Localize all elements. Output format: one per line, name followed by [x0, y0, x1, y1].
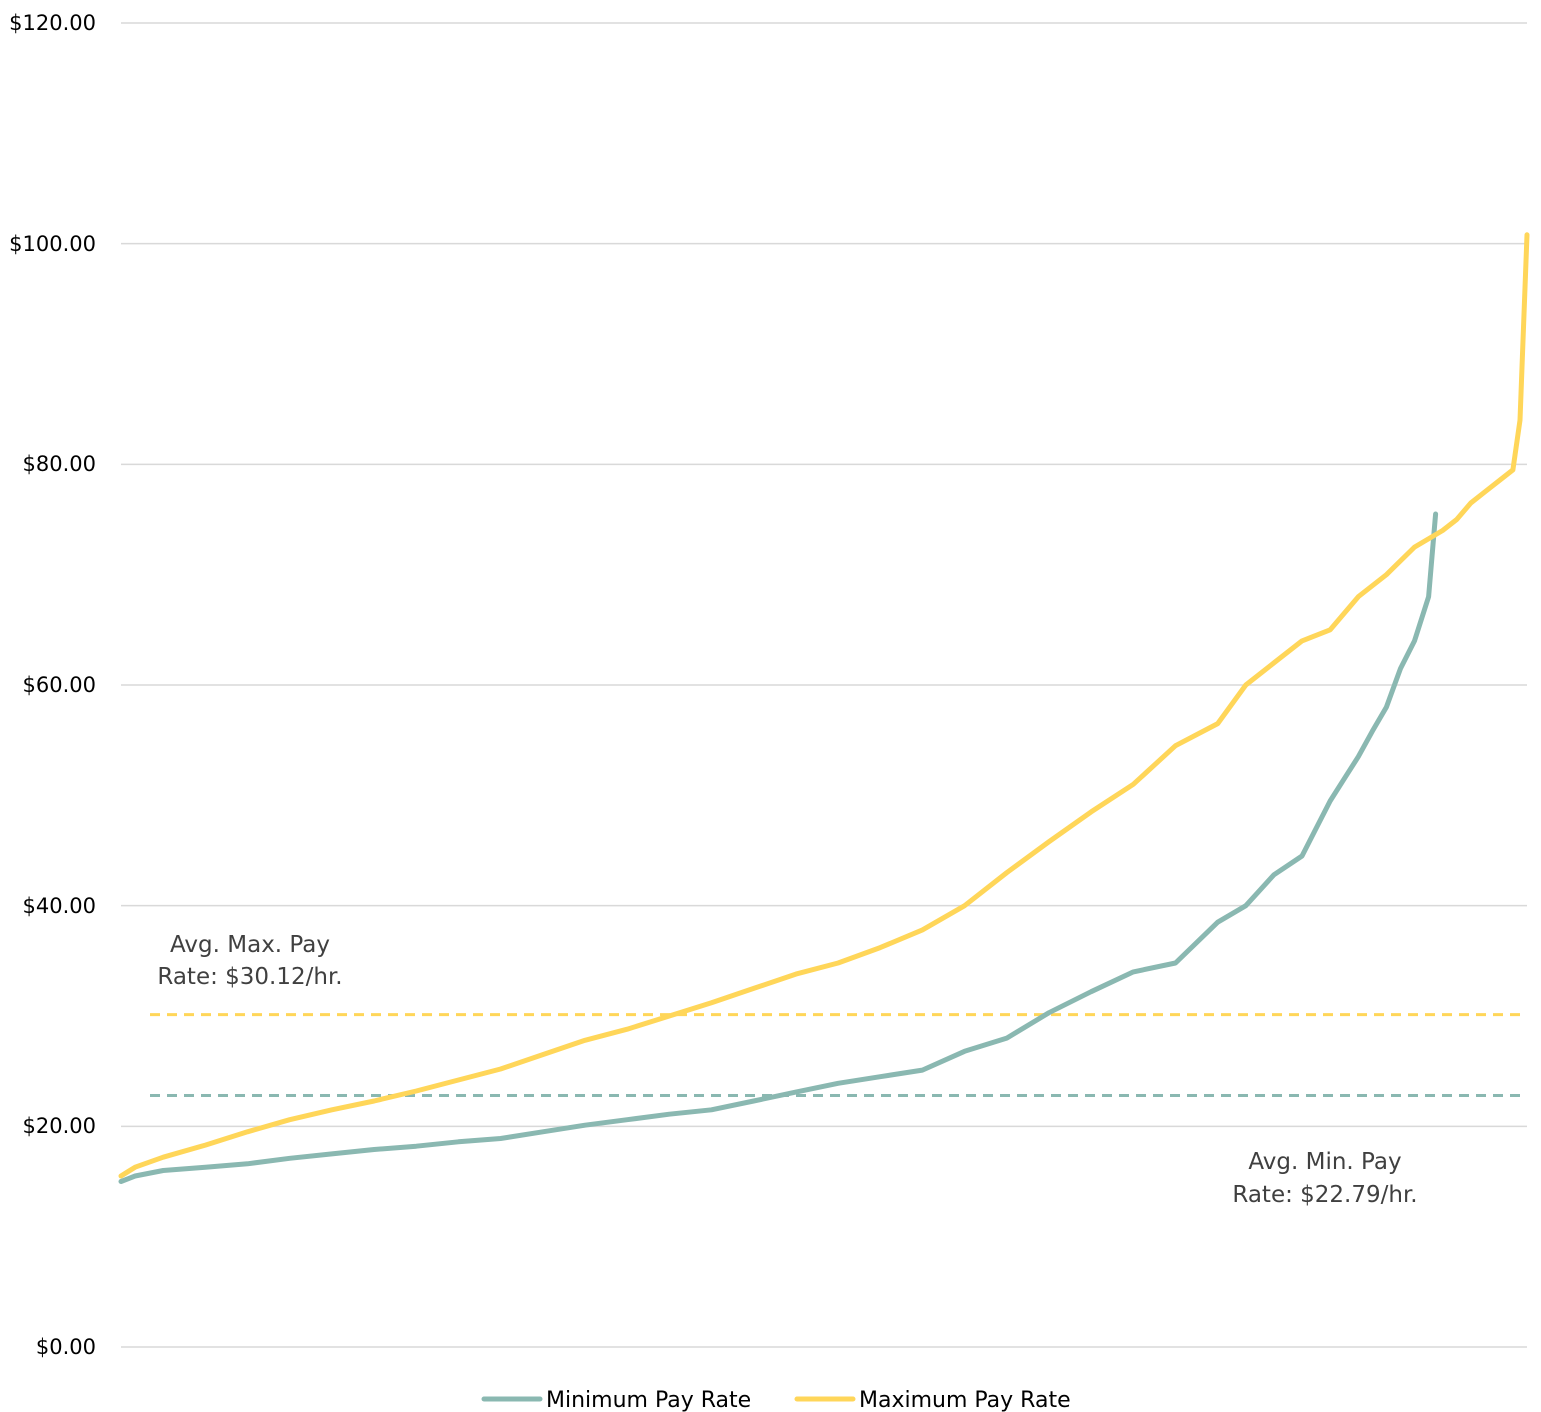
y-tick-label-1: $20.00	[23, 1114, 96, 1138]
y-tick-label-6: $120.00	[9, 11, 96, 35]
y-tick-label-0: $0.00	[36, 1335, 96, 1359]
series-line-maximum-pay-rate	[118, 232, 1530, 1179]
legend-label-minimum-pay-rate: Minimum Pay Rate	[546, 1388, 751, 1412]
annotations: Avg. Max. Pay Rate: $30.12/hr. Avg. Min.…	[157, 932, 1417, 1208]
avg-min-annotation-line2: Rate: $22.79/hr.	[1232, 1182, 1417, 1208]
y-tick-label-5: $100.00	[9, 232, 96, 256]
gridlines	[121, 22, 1527, 1348]
legend: Minimum Pay Rate Maximum Pay Rate	[481, 1388, 1071, 1412]
y-tick-label-4: $80.00	[23, 452, 96, 476]
y-axis-ticks: $0.00 $20.00 $40.00 $60.00 $80.00 $100.0…	[9, 11, 96, 1359]
avg-max-annotation-line1: Avg. Max. Pay	[170, 932, 330, 958]
y-tick-label-3: $60.00	[23, 673, 96, 697]
y-tick-label-2: $40.00	[23, 894, 96, 918]
series-lines	[118, 232, 1530, 1184]
series-line-minimum-pay-rate	[118, 511, 1439, 1184]
legend-label-maximum-pay-rate: Maximum Pay Rate	[859, 1388, 1071, 1412]
avg-min-annotation-line1: Avg. Min. Pay	[1248, 1149, 1401, 1175]
average-reference-lines	[150, 1013, 1527, 1098]
avg-max-annotation-line2: Rate: $30.12/hr.	[157, 964, 342, 990]
